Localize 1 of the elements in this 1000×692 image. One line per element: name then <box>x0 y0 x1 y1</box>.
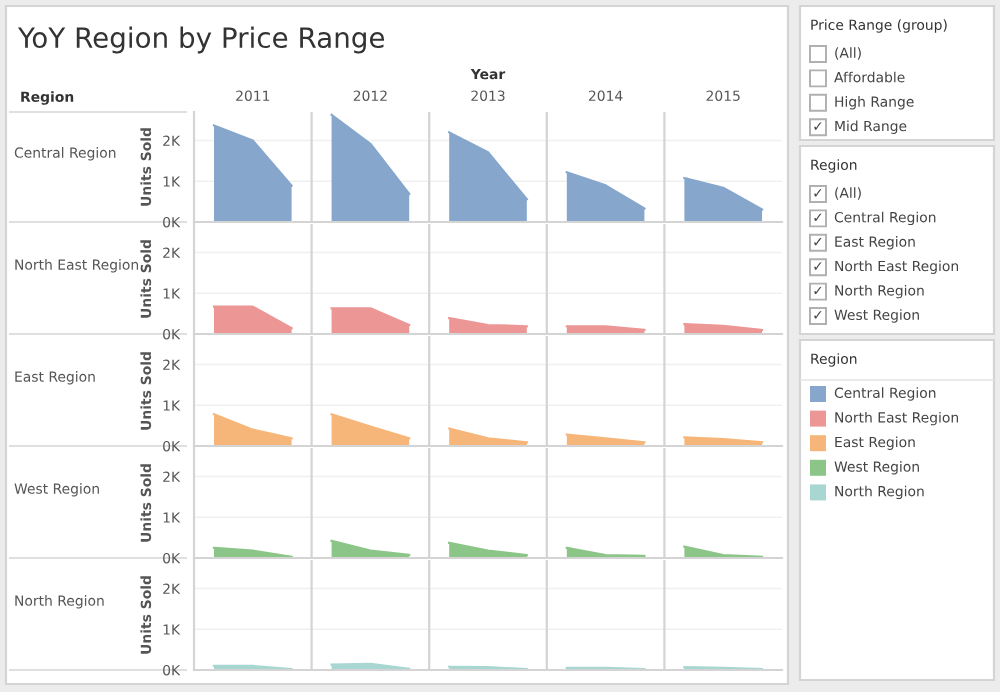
chart-title: YoY Region by Price Range <box>17 26 385 54</box>
